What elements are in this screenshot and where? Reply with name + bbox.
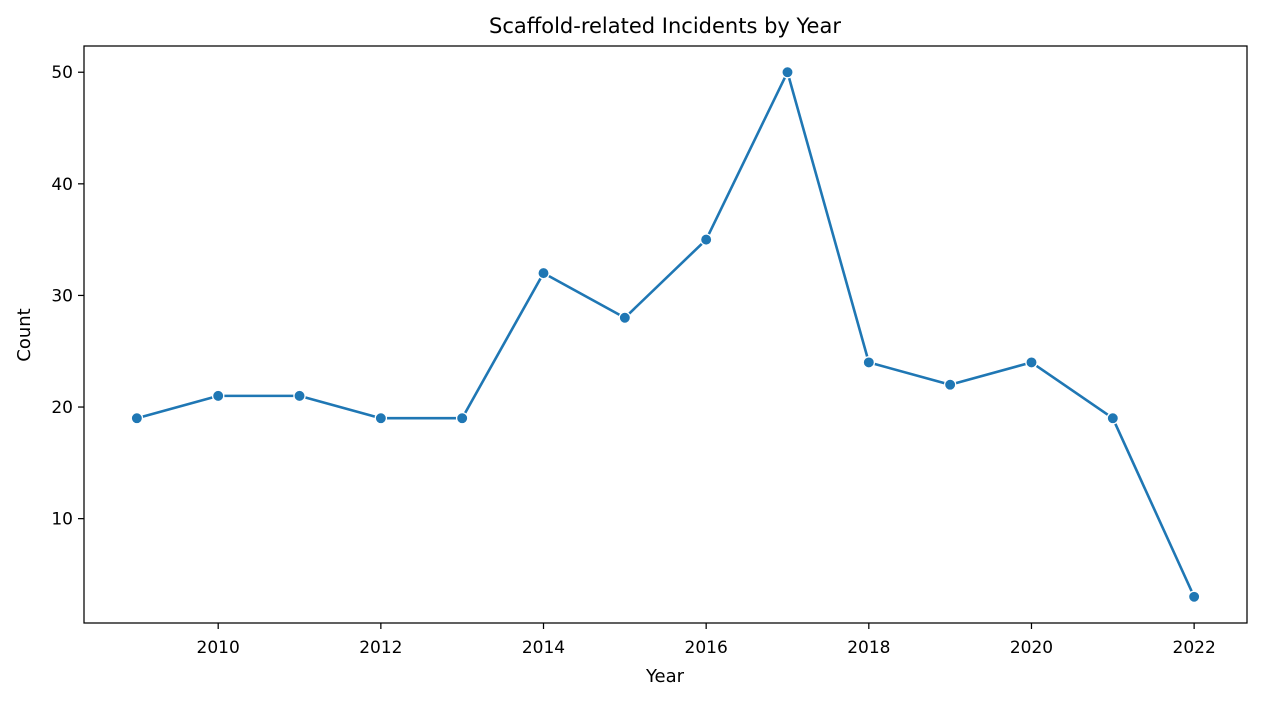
y-tick-label: 30 (51, 286, 73, 306)
series-line (135, 70, 1196, 599)
data-point-2015 (618, 311, 632, 325)
chart-title: Scaffold-related Incidents by Year (489, 14, 841, 38)
x-tick-label: 2016 (685, 638, 728, 658)
y-axis-label: Count (14, 308, 35, 361)
x-tick-label: 2014 (522, 638, 565, 658)
x-tick-label: 2012 (359, 638, 402, 658)
x-axis-label: Year (645, 666, 685, 687)
series-layer (130, 65, 1201, 604)
data-point-2018 (862, 356, 876, 369)
x-tick-label: 2018 (847, 638, 890, 658)
data-point-2010 (211, 389, 225, 403)
data-point-2013 (455, 411, 469, 425)
y-tick-label: 40 (51, 175, 73, 195)
data-point-2012 (374, 411, 388, 425)
x-axis-ticks: 2010 2012 2014 2016 2018 2020 2022 (197, 623, 1216, 658)
plot-frame (83, 45, 1248, 624)
data-point-2020 (1025, 356, 1038, 369)
y-tick-label: 10 (51, 510, 73, 530)
data-point-2017 (781, 65, 794, 79)
data-point-2022 (1187, 590, 1201, 604)
data-point-2009 (130, 411, 144, 425)
data-point-2019 (943, 378, 957, 391)
x-tick-label: 2020 (1010, 638, 1053, 658)
y-axis-ticks: 10 20 30 40 50 (51, 63, 84, 530)
y-tick-label: 50 (51, 63, 73, 83)
data-point-2016 (699, 233, 713, 246)
x-tick-label: 2010 (197, 638, 240, 658)
data-point-2014 (537, 266, 550, 280)
y-tick-label: 20 (51, 398, 73, 418)
x-tick-label: 2022 (1173, 638, 1216, 658)
data-point-2011 (293, 389, 306, 403)
data-point-2021 (1106, 411, 1120, 425)
